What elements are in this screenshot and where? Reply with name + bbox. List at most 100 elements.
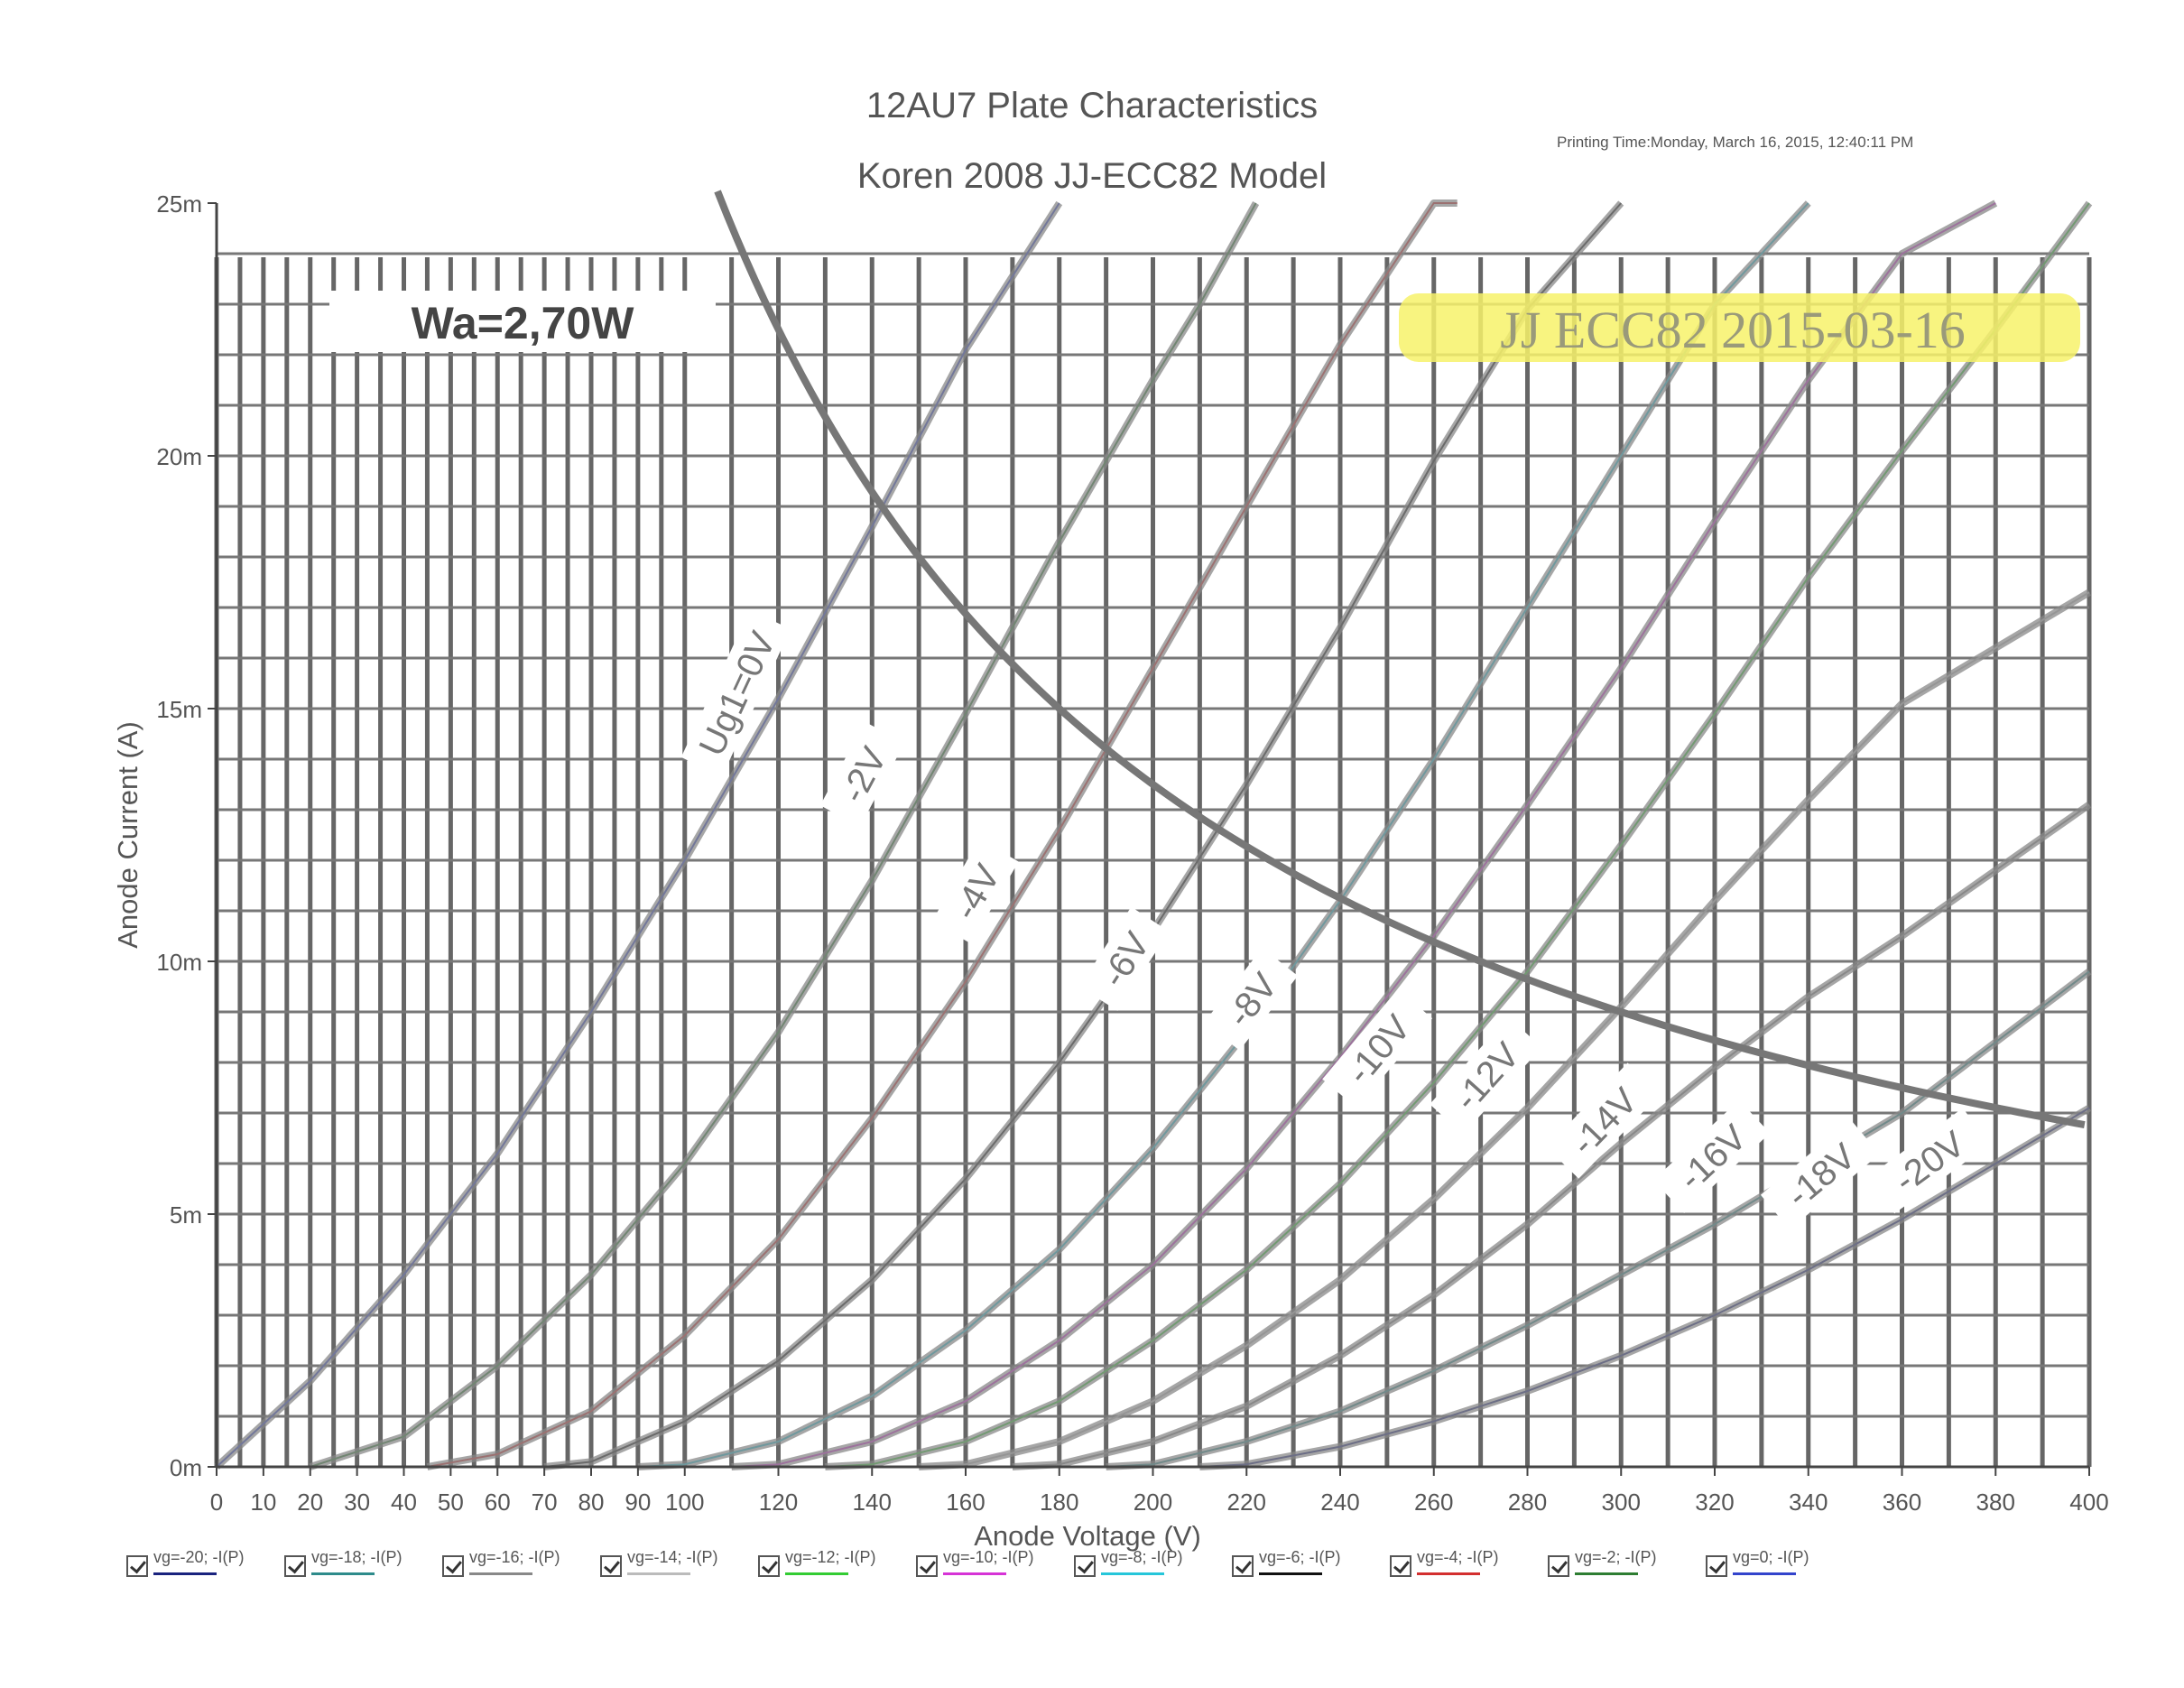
x-tick-label: 60 <box>485 1489 511 1516</box>
legend-checkbox[interactable] <box>1390 1555 1411 1577</box>
x-tick-label: 70 <box>532 1489 558 1516</box>
model-curve-overlay <box>426 199 1458 1470</box>
stamp-label: JJ ECC82 2015-03-16 <box>1500 301 1966 359</box>
x-tick-label: 30 <box>344 1489 370 1516</box>
x-tick-label: 140 <box>853 1489 892 1516</box>
legend-checkbox[interactable] <box>916 1555 938 1577</box>
x-axis-title: Anode Voltage (V) <box>974 1520 1201 1552</box>
legend-checkbox[interactable] <box>284 1555 306 1577</box>
legend-checkbox[interactable] <box>1232 1555 1254 1577</box>
x-tick-label: 50 <box>438 1489 464 1516</box>
overlay <box>214 190 2093 1470</box>
x-tick-label: 200 <box>1134 1489 1172 1516</box>
legend-swatch <box>785 1572 848 1575</box>
model-curve-overlay <box>731 199 1998 1470</box>
legend-checkbox[interactable] <box>442 1555 464 1577</box>
legend-swatch <box>1417 1572 1480 1575</box>
x-tick-label: 300 <box>1602 1489 1641 1516</box>
legend-checkbox[interactable] <box>600 1555 622 1577</box>
stamp-box <box>1399 293 2080 362</box>
legend-label: vg=-12; -I(P) <box>785 1548 876 1566</box>
legend-checkbox[interactable] <box>1548 1555 1569 1577</box>
model-curve-overlay <box>214 200 1063 1470</box>
legend-swatch <box>153 1572 217 1575</box>
legend-label: vg=-6; -I(P) <box>1259 1548 1341 1566</box>
legend-swatch <box>1101 1572 1164 1575</box>
curve-label-group: -8V <box>1204 948 1299 1051</box>
chart-subtitle: Koren 2008 JJ-ECC82 Model <box>857 156 1327 196</box>
x-tick-label: 280 <box>1508 1489 1547 1516</box>
curve-label-backdrop <box>1430 1016 1542 1135</box>
printing-time: Printing Time:Monday, March 16, 2015, 12… <box>1557 134 1913 151</box>
model-curve-overlay <box>1199 1104 2092 1470</box>
model-curve-overlay <box>543 200 1624 1470</box>
legend-label: vg=-16; -I(P) <box>469 1548 560 1566</box>
legend-swatch <box>1733 1572 1796 1575</box>
x-tick-label: 40 <box>391 1489 417 1516</box>
legend-swatch <box>1575 1572 1638 1575</box>
y-tick-label: 10m <box>156 949 202 976</box>
max-dissipation-curve <box>714 190 2086 1128</box>
x-tick-label: 360 <box>1883 1489 1921 1516</box>
grid <box>214 252 2092 1467</box>
legend-label: vg=0; -I(P) <box>1733 1548 1809 1566</box>
x-tick-label: 100 <box>665 1489 704 1516</box>
curve-label-group: -4V <box>931 839 1019 944</box>
x-tick-label: 400 <box>2069 1489 2108 1516</box>
legend-label: vg=-14; -I(P) <box>627 1548 718 1566</box>
curve-label-backdrop <box>1760 1119 1880 1230</box>
curve-label-backdrop <box>1546 1062 1661 1179</box>
axes <box>208 202 2090 1476</box>
x-tick-label: 220 <box>1227 1489 1266 1516</box>
y-tick-label: 5m <box>170 1201 202 1229</box>
legend-checkbox[interactable] <box>758 1555 780 1577</box>
model-curve-overlay <box>1106 969 2092 1470</box>
legend-label: vg=-2; -I(P) <box>1575 1548 1657 1566</box>
y-axis-title: Anode Current (A) <box>112 721 143 949</box>
x-tick-label: 20 <box>297 1489 323 1516</box>
curve-label-group: Ug1=0V <box>680 609 791 777</box>
x-tick-label: 320 <box>1695 1489 1734 1516</box>
curve-label-backdrop <box>1867 1108 1990 1214</box>
y-tick-label: 0m <box>170 1454 202 1481</box>
legend-swatch <box>627 1572 690 1575</box>
curve-label-backdrop <box>1653 1099 1771 1213</box>
legend-swatch <box>311 1572 375 1575</box>
curve-label-backdrop <box>1204 948 1299 1051</box>
curve-label-backdrop <box>680 609 791 777</box>
legend-swatch <box>943 1572 1006 1575</box>
legend-swatch <box>469 1572 532 1575</box>
x-tick-label: 340 <box>1789 1489 1828 1516</box>
legend-checkbox[interactable] <box>1074 1555 1096 1577</box>
chart-title: 12AU7 Plate Characteristics <box>866 86 1318 125</box>
legend-label: vg=-10; -I(P) <box>943 1548 1034 1566</box>
curve-label-group: -12V <box>1430 1016 1542 1135</box>
y-tick-label: 15m <box>156 696 202 723</box>
power-label: Wa=2,70W <box>412 298 635 348</box>
x-tick-label: 160 <box>946 1489 985 1516</box>
curve-label-backdrop <box>1322 988 1433 1108</box>
series-line <box>731 202 1996 1468</box>
model-curve-overlay <box>309 201 1260 1470</box>
legend-swatch <box>1259 1572 1322 1575</box>
power-label-box <box>329 291 716 352</box>
x-tick-label: 380 <box>1976 1489 2015 1516</box>
curve-label-group: -16V <box>1653 1099 1771 1213</box>
legend-label: vg=-18; -I(P) <box>311 1548 403 1566</box>
model-curve-overlay <box>918 589 2092 1470</box>
x-tick-label: 180 <box>1040 1489 1078 1516</box>
labels: 0 10 20 30 40 50 60 70 80 90 100 120 140 160 180 200 220… <box>112 86 2109 1552</box>
model-curve-overlay <box>1012 802 2092 1470</box>
model-curve-overlay <box>637 200 1811 1470</box>
x-tick-label: 240 <box>1320 1489 1359 1516</box>
legend-label: vg=-4; -I(P) <box>1417 1548 1499 1566</box>
x-tick-label: 90 <box>625 1489 651 1516</box>
model-curve-overlay <box>825 200 2093 1470</box>
curve-label-backdrop <box>931 839 1019 944</box>
x-tick-label: 260 <box>1414 1489 1453 1516</box>
legend-checkbox[interactable] <box>1706 1555 1727 1577</box>
legend-checkbox[interactable] <box>126 1555 148 1577</box>
series-line <box>1106 970 2090 1468</box>
x-tick-label: 120 <box>759 1489 798 1516</box>
